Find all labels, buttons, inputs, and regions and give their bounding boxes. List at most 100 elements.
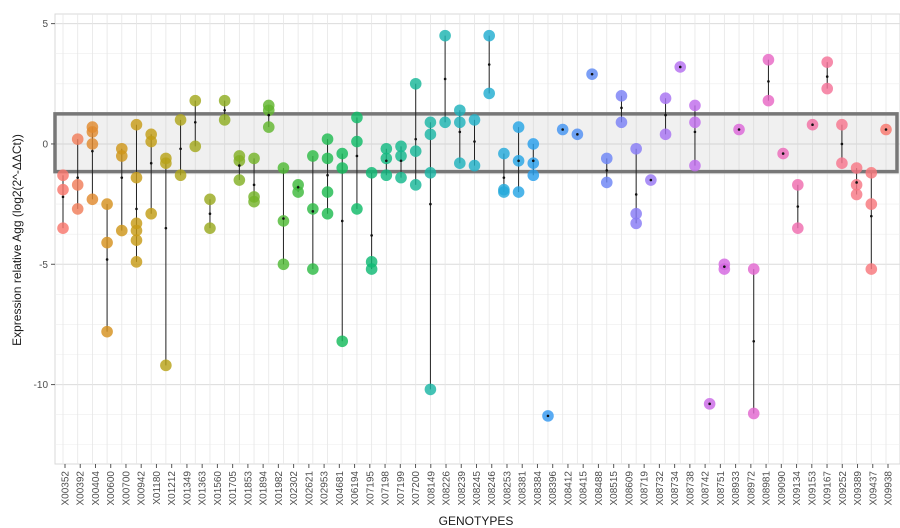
data-point: [174, 114, 187, 126]
mean-marker: [708, 402, 711, 406]
x-tick-label: X08738: [685, 471, 696, 506]
x-tick-label: X07195: [365, 471, 376, 506]
data-point: [57, 183, 69, 196]
mean-marker: [590, 72, 594, 76]
mean-marker: [473, 140, 476, 143]
mean-marker: [267, 113, 271, 117]
x-tick-label: X08719: [640, 471, 651, 506]
data-point: [160, 359, 172, 372]
mean-marker: [752, 339, 756, 343]
data-point: [57, 222, 69, 234]
mean-marker: [487, 63, 491, 66]
x-tick-label: X09437: [868, 471, 879, 506]
data-point: [351, 203, 363, 215]
genotype-group-X09167: [747, 263, 760, 420]
genotype-group-X01853: [204, 193, 216, 234]
data-point: [718, 263, 731, 275]
mean-marker: [120, 176, 124, 179]
genotype-group-X01705: [189, 94, 202, 153]
data-point: [365, 167, 378, 179]
mean-marker: [370, 234, 373, 237]
data-point: [86, 193, 99, 206]
data-point: [527, 157, 540, 169]
data-point: [130, 224, 143, 237]
data-point: [277, 215, 290, 227]
genotype-group-X08742: [630, 142, 642, 230]
genotype-group-X07200: [365, 167, 378, 275]
genotype-group-X09090: [703, 398, 716, 410]
x-tick-label: X00392: [76, 471, 87, 506]
genotype-group-X08972: [674, 61, 687, 73]
data-point: [630, 217, 642, 230]
x-tick-label: X08515: [609, 471, 620, 506]
genotype-group-X08226: [395, 140, 407, 184]
data-point: [292, 186, 304, 198]
x-tick-label: X08412: [563, 471, 574, 506]
x-tick-label: X01560: [213, 471, 224, 506]
genotype-group-X08246: [439, 29, 451, 129]
genotype-group-X08751: [645, 174, 657, 186]
data-point: [409, 145, 422, 157]
data-point: [483, 87, 495, 100]
genotype-group-X09938c: [836, 118, 848, 169]
genotype-group-X01363: [160, 152, 172, 372]
genotype-group-X02621: [262, 99, 275, 133]
y-tick-label: 0: [42, 139, 48, 150]
genotype-group-X01982: [233, 150, 246, 186]
data-point: [248, 195, 260, 208]
data-point: [351, 111, 363, 124]
genotype-group-X01560: [174, 114, 187, 182]
data-point: [865, 198, 878, 210]
mean-marker: [91, 149, 94, 153]
data-point: [747, 407, 760, 420]
x-axis-ticks: X00352 X00392 X00404 X00600 X00700 X00942 X011…: [61, 464, 895, 505]
x-tick-label: X09389: [853, 471, 864, 506]
mean-marker: [693, 130, 697, 134]
data-point: [600, 176, 613, 189]
data-point: [336, 335, 349, 348]
data-point: [174, 169, 187, 182]
data-point: [424, 383, 437, 396]
x-tick-label: X08933: [731, 471, 742, 506]
x-tick-label: X08488: [594, 471, 605, 506]
data-point: [336, 147, 349, 160]
mean-marker: [620, 106, 623, 110]
data-point: [71, 133, 84, 145]
x-tick-label: X02953: [320, 471, 331, 506]
mean-marker: [135, 207, 138, 211]
x-tick-label: X02302: [289, 471, 300, 506]
data-point: [101, 325, 113, 338]
data-point: [380, 142, 393, 155]
genotype-group-X08699: [571, 128, 584, 141]
data-point: [115, 224, 128, 237]
x-tick-label: X08415: [579, 471, 590, 506]
genotype-group-X09153: [733, 123, 745, 136]
data-point: [204, 193, 216, 206]
data-point: [204, 222, 216, 234]
genotype-group-X09938: [806, 118, 819, 131]
data-point: [454, 104, 466, 117]
y-tick-label: -10: [34, 380, 49, 391]
genotype-group-X08515: [542, 410, 554, 422]
mean-marker: [282, 217, 285, 220]
genotype-group-X07195: [321, 133, 334, 220]
x-tick-label: X02621: [304, 471, 315, 506]
mean-marker: [105, 258, 109, 261]
data-point: [130, 171, 143, 184]
data-point: [836, 118, 848, 131]
x-tick-label: X00404: [91, 471, 102, 506]
mean-marker: [458, 130, 462, 134]
data-point: [115, 150, 128, 162]
x-tick-label: X08384: [533, 471, 544, 506]
x-tick-label: X01705: [228, 471, 239, 506]
genotype-group-X08412: [512, 121, 525, 198]
genotype-group-X08415: [527, 138, 540, 182]
x-tick-label: X06194: [350, 471, 361, 506]
data-point: [600, 152, 613, 165]
genotype-group-X00352: [57, 169, 69, 234]
genotype-group-X09938e: [865, 167, 878, 275]
genotype-group-X06194: [307, 150, 319, 275]
x-tick-label: X07198: [381, 471, 392, 506]
mean-marker: [443, 77, 447, 81]
